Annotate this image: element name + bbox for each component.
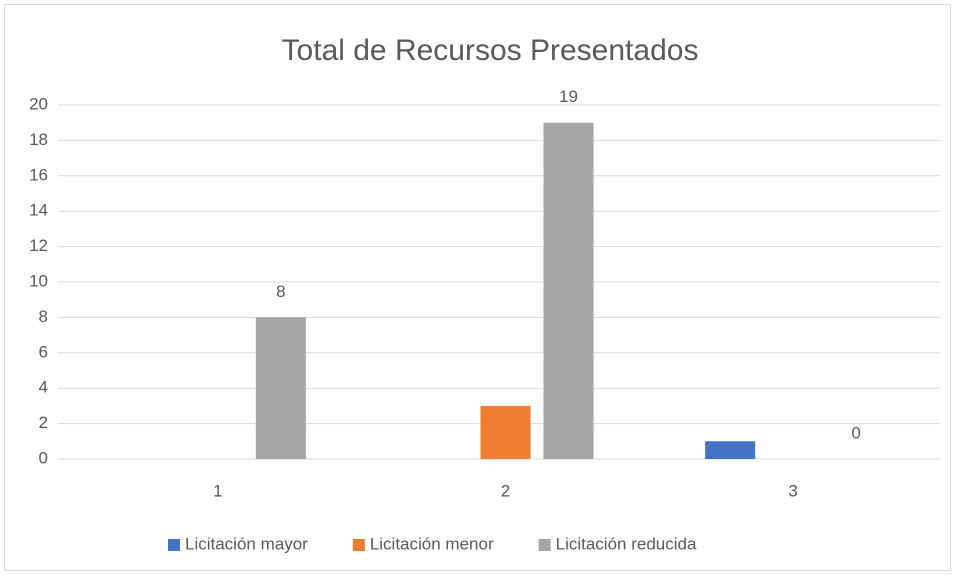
y-tick-label: 8	[39, 307, 48, 326]
bar	[255, 317, 306, 459]
y-tick-label: 4	[39, 378, 48, 397]
x-tick-label: 3	[788, 481, 797, 500]
y-tick-label: 10	[29, 271, 48, 290]
y-tick-label: 6	[39, 342, 48, 361]
y-tick-label: 14	[29, 201, 48, 220]
x-tick-label: 2	[501, 481, 510, 500]
data-label: 0	[851, 423, 860, 442]
y-tick-label: 0	[39, 448, 48, 467]
y-tick-label: 20	[29, 94, 48, 113]
legend-swatch	[168, 539, 180, 551]
y-tick-label: 2	[39, 413, 48, 432]
legend-swatch	[538, 539, 551, 551]
chart-frame	[4, 4, 951, 571]
y-tick-label: 18	[29, 130, 48, 149]
legend-swatch	[352, 539, 365, 551]
legend-label: Licitación menor	[370, 534, 494, 553]
y-tick-label: 12	[29, 236, 48, 255]
bar	[480, 405, 531, 459]
chart-title: Total de Recursos Presentados	[282, 34, 699, 67]
legend-label: Licitación mayor	[185, 534, 308, 553]
data-label: 19	[559, 87, 578, 106]
legend-label: Licitación reducida	[556, 534, 697, 553]
bar	[705, 441, 756, 459]
y-tick-label: 16	[29, 165, 48, 184]
bar	[543, 122, 594, 459]
x-tick-label: 1	[213, 481, 222, 500]
data-label: 8	[276, 282, 285, 301]
